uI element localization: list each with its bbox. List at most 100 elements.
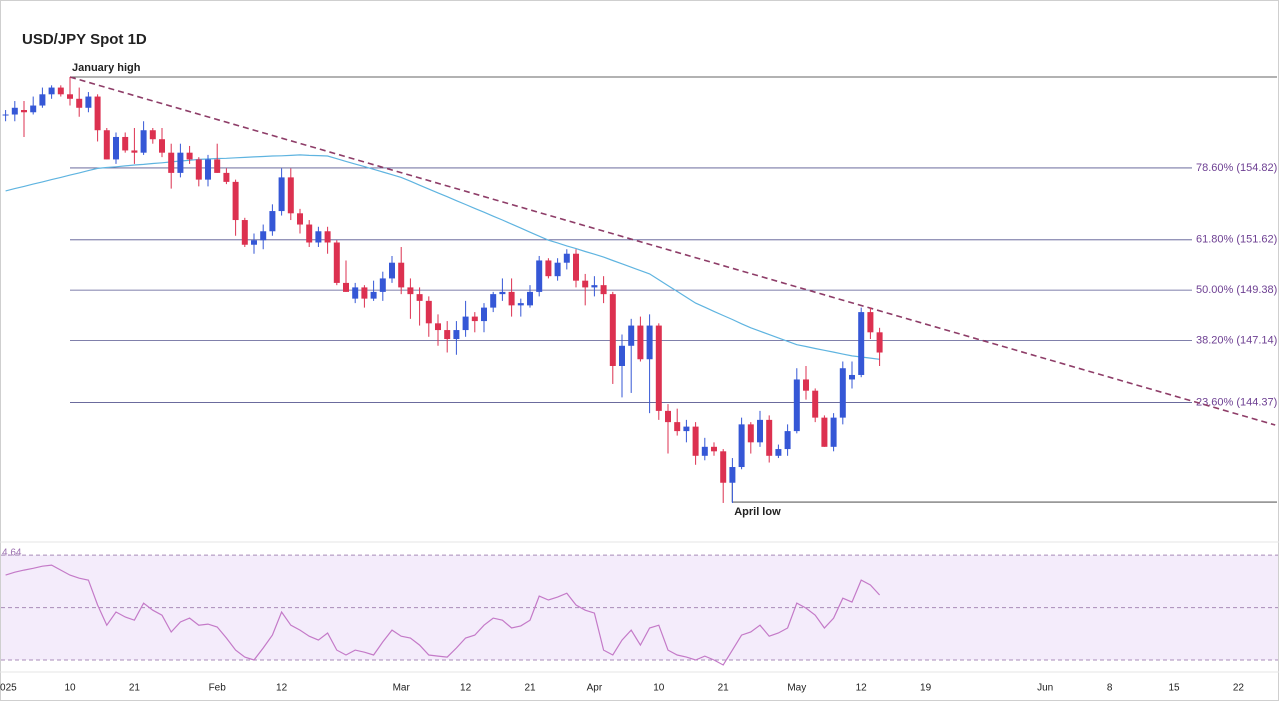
- candle-body: [177, 152, 184, 173]
- candle-body: [251, 240, 257, 245]
- candle-body: [30, 105, 37, 113]
- fib-label: 50.00% (149.38): [1196, 284, 1277, 296]
- fib-label: 78.60% (154.82): [1196, 162, 1277, 174]
- candle-body: [186, 152, 193, 160]
- candle-body: [600, 285, 607, 295]
- candle-body: [140, 130, 147, 153]
- candle-body: [103, 130, 110, 160]
- candle-body: [803, 379, 809, 391]
- candle-body: [508, 291, 515, 306]
- candle-body: [223, 172, 230, 182]
- candle-body: [481, 307, 487, 322]
- candle-body: [766, 419, 773, 456]
- candle-body: [315, 231, 322, 243]
- candle-body: [398, 262, 405, 288]
- x-tick-label: 12: [276, 683, 288, 694]
- candle-body: [775, 449, 782, 456]
- x-tick-label: 12: [460, 683, 472, 694]
- candle-body: [159, 139, 165, 153]
- candle-body: [361, 287, 368, 299]
- candle-body: [343, 282, 349, 292]
- candle-body: [619, 345, 625, 366]
- candle-body: [278, 177, 285, 212]
- candle-body: [720, 451, 727, 483]
- chart-title: USD/JPY Spot 1D: [22, 31, 147, 48]
- candle-body: [76, 98, 83, 108]
- candle-body: [370, 291, 377, 299]
- x-tick-label: 21: [718, 683, 730, 694]
- candle-body: [876, 332, 883, 353]
- x-tick-label: Apr: [587, 683, 603, 694]
- candle-body: [306, 224, 313, 243]
- candle-body: [849, 374, 855, 380]
- trendline: [69, 76, 1276, 426]
- fib-label: 61.80% (151.62): [1196, 234, 1277, 246]
- x-tick-label: 10: [653, 683, 665, 694]
- candle-body: [352, 287, 359, 299]
- candle-body: [674, 422, 681, 432]
- candle-body: [113, 136, 119, 160]
- candle-body: [499, 291, 506, 295]
- candle-body: [554, 262, 561, 277]
- candle-body: [21, 110, 27, 113]
- candle-body: [582, 280, 589, 288]
- candle-body: [812, 390, 819, 418]
- fib-label: 38.20% (147.14): [1196, 334, 1277, 346]
- candle-body: [425, 300, 432, 324]
- candle-body: [2, 114, 9, 116]
- candle-body: [692, 426, 699, 456]
- candle-body: [784, 431, 791, 450]
- candle-body: [333, 242, 340, 283]
- candle-body: [858, 312, 865, 375]
- candle-body: [839, 368, 846, 418]
- candle-body: [591, 285, 598, 288]
- candle-body: [793, 379, 800, 432]
- candle-body: [11, 107, 18, 115]
- candle-body: [683, 426, 690, 432]
- candle-body: [655, 325, 662, 411]
- candle-body: [379, 278, 386, 292]
- jan-high-label: January high: [72, 62, 141, 74]
- candle-body: [821, 417, 828, 447]
- candle-body: [536, 260, 543, 292]
- candle-body: [131, 150, 138, 153]
- candle-body: [646, 325, 653, 360]
- moving-average: [5, 154, 880, 360]
- candle-body: [435, 323, 441, 331]
- candle-body: [168, 152, 175, 173]
- candle-body: [527, 291, 533, 306]
- candle-body: [416, 294, 423, 301]
- x-tick-label: May: [787, 683, 806, 694]
- candle-body: [297, 213, 303, 225]
- candle-body: [149, 130, 156, 140]
- candle-body: [94, 96, 101, 131]
- candle-body: [701, 446, 708, 456]
- candle-body: [407, 287, 414, 295]
- x-tick-label: 10: [64, 683, 76, 694]
- candle-body: [757, 419, 763, 443]
- x-tick-label: 21: [524, 683, 536, 694]
- candle-body: [39, 94, 46, 106]
- fib-label: 23.60% (144.37): [1196, 396, 1277, 408]
- x-tick-label: 12: [856, 683, 868, 694]
- candle-body: [867, 312, 874, 333]
- candle-body: [490, 294, 497, 308]
- rsi-line: [5, 564, 881, 666]
- candle-body: [205, 159, 211, 180]
- candle-body: [830, 417, 837, 447]
- candle-body: [287, 177, 294, 214]
- candle-body: [729, 467, 736, 483]
- candle-body: [214, 159, 221, 173]
- candle-body: [48, 87, 55, 95]
- x-tick-label: Mar: [393, 683, 411, 694]
- candle-body: [57, 87, 64, 95]
- x-tick-label: 21: [129, 683, 141, 694]
- candle-body: [122, 136, 129, 151]
- x-tick-label: 19: [920, 683, 932, 694]
- candle-body: [738, 424, 745, 468]
- candle-body: [609, 294, 616, 366]
- x-tick-label: Jun: [1037, 683, 1053, 694]
- candle-body: [517, 303, 524, 306]
- candle-body: [628, 325, 635, 346]
- candle-body: [563, 253, 570, 263]
